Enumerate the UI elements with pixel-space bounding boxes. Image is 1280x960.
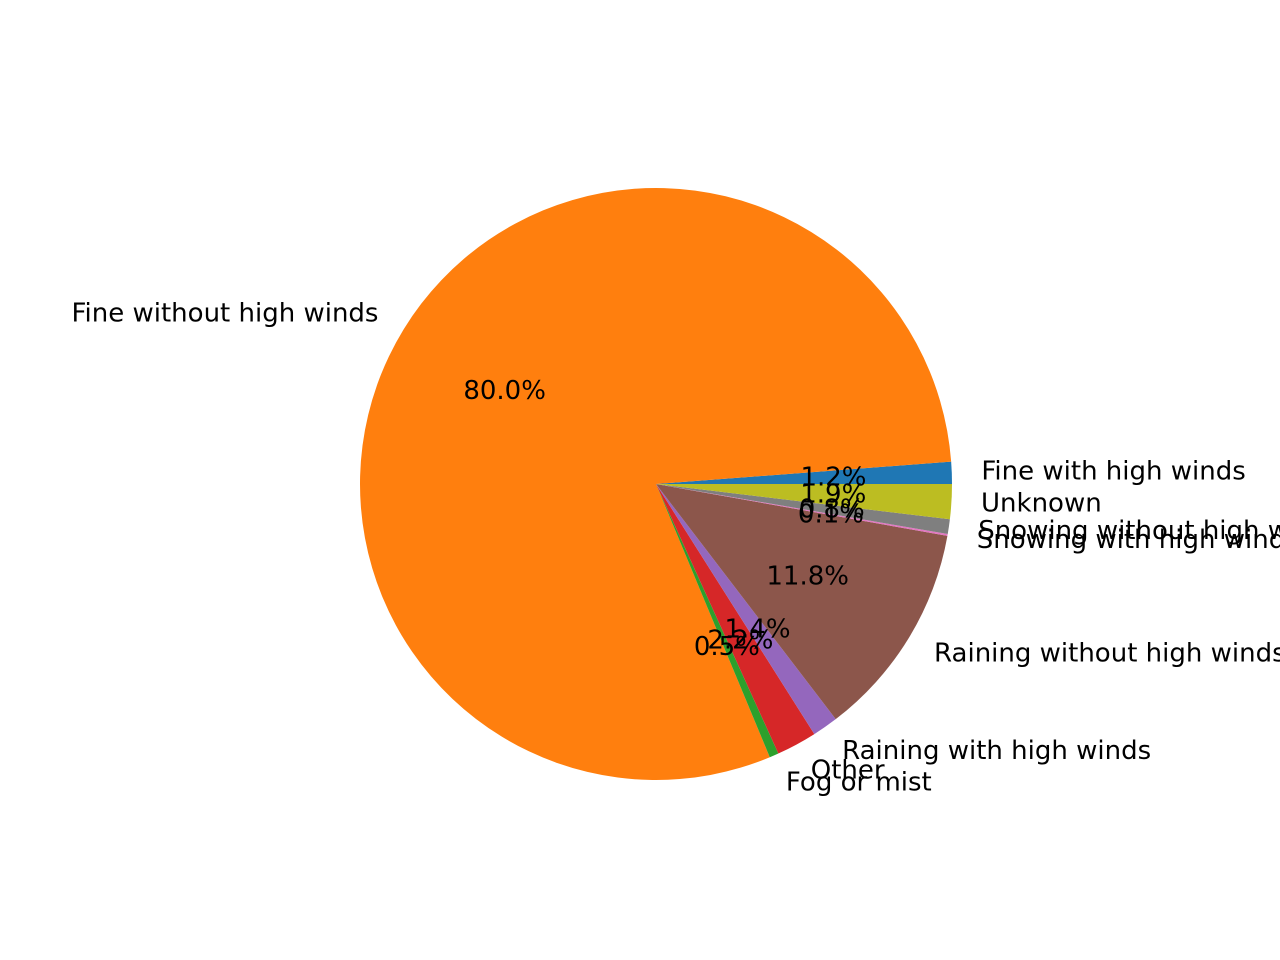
pie-slice-fine-with-high-winds [656, 461, 952, 484]
pie-slice-snowing-with-high-winds [656, 484, 948, 536]
slice-label-fog-or-mist: Fog or mist [786, 768, 932, 798]
pie-slices [360, 188, 952, 780]
slice-pct-snowing-without-high-winds: 0.8% [799, 495, 865, 525]
slice-pct-fog-or-mist: 0.5% [694, 632, 760, 662]
pie-slice-snowing-without-high-winds [656, 484, 950, 535]
slice-pct-raining-with-high-winds: 1.4% [724, 615, 790, 645]
slice-label-other: Other [811, 755, 885, 785]
slice-pct-fine-without-high-winds: 80.0% [463, 376, 546, 406]
slice-pct-snowing-with-high-winds: 0.1% [798, 500, 864, 530]
pie-slice-fine-without-high-winds [360, 188, 952, 780]
slice-label-fine-with-high-winds: Fine with high winds [981, 457, 1245, 487]
slice-label-fine-without-high-winds: Fine without high winds [71, 299, 378, 329]
pie-slice-unknown [656, 484, 952, 520]
pie-labels: Fine with high winds 1.2% Fine without hig… [71, 299, 1280, 798]
slice-label-snowing-with-high-winds: Snowing with high winds [977, 525, 1280, 555]
slice-pct-raining-without-high-winds: 11.8% [766, 561, 849, 591]
slice-label-raining-with-high-winds: Raining with high winds [842, 736, 1151, 766]
slice-pct-fine-with-high-winds: 1.2% [800, 462, 866, 492]
slice-pct-other: 2.2% [707, 625, 773, 655]
slice-pct-unknown: 1.9% [800, 480, 866, 510]
slice-label-unknown: Unknown [981, 488, 1102, 518]
slice-label-snowing-without-high-winds: Snowing without high winds [978, 516, 1280, 546]
pie-slice-fog-or-mist [656, 484, 779, 758]
pie-slice-other [656, 484, 815, 754]
pie-slice-raining-without-high-winds [656, 484, 948, 720]
slice-label-raining-without-high-winds: Raining without high winds [934, 638, 1280, 668]
pie-slice-raining-with-high-winds [656, 484, 836, 735]
